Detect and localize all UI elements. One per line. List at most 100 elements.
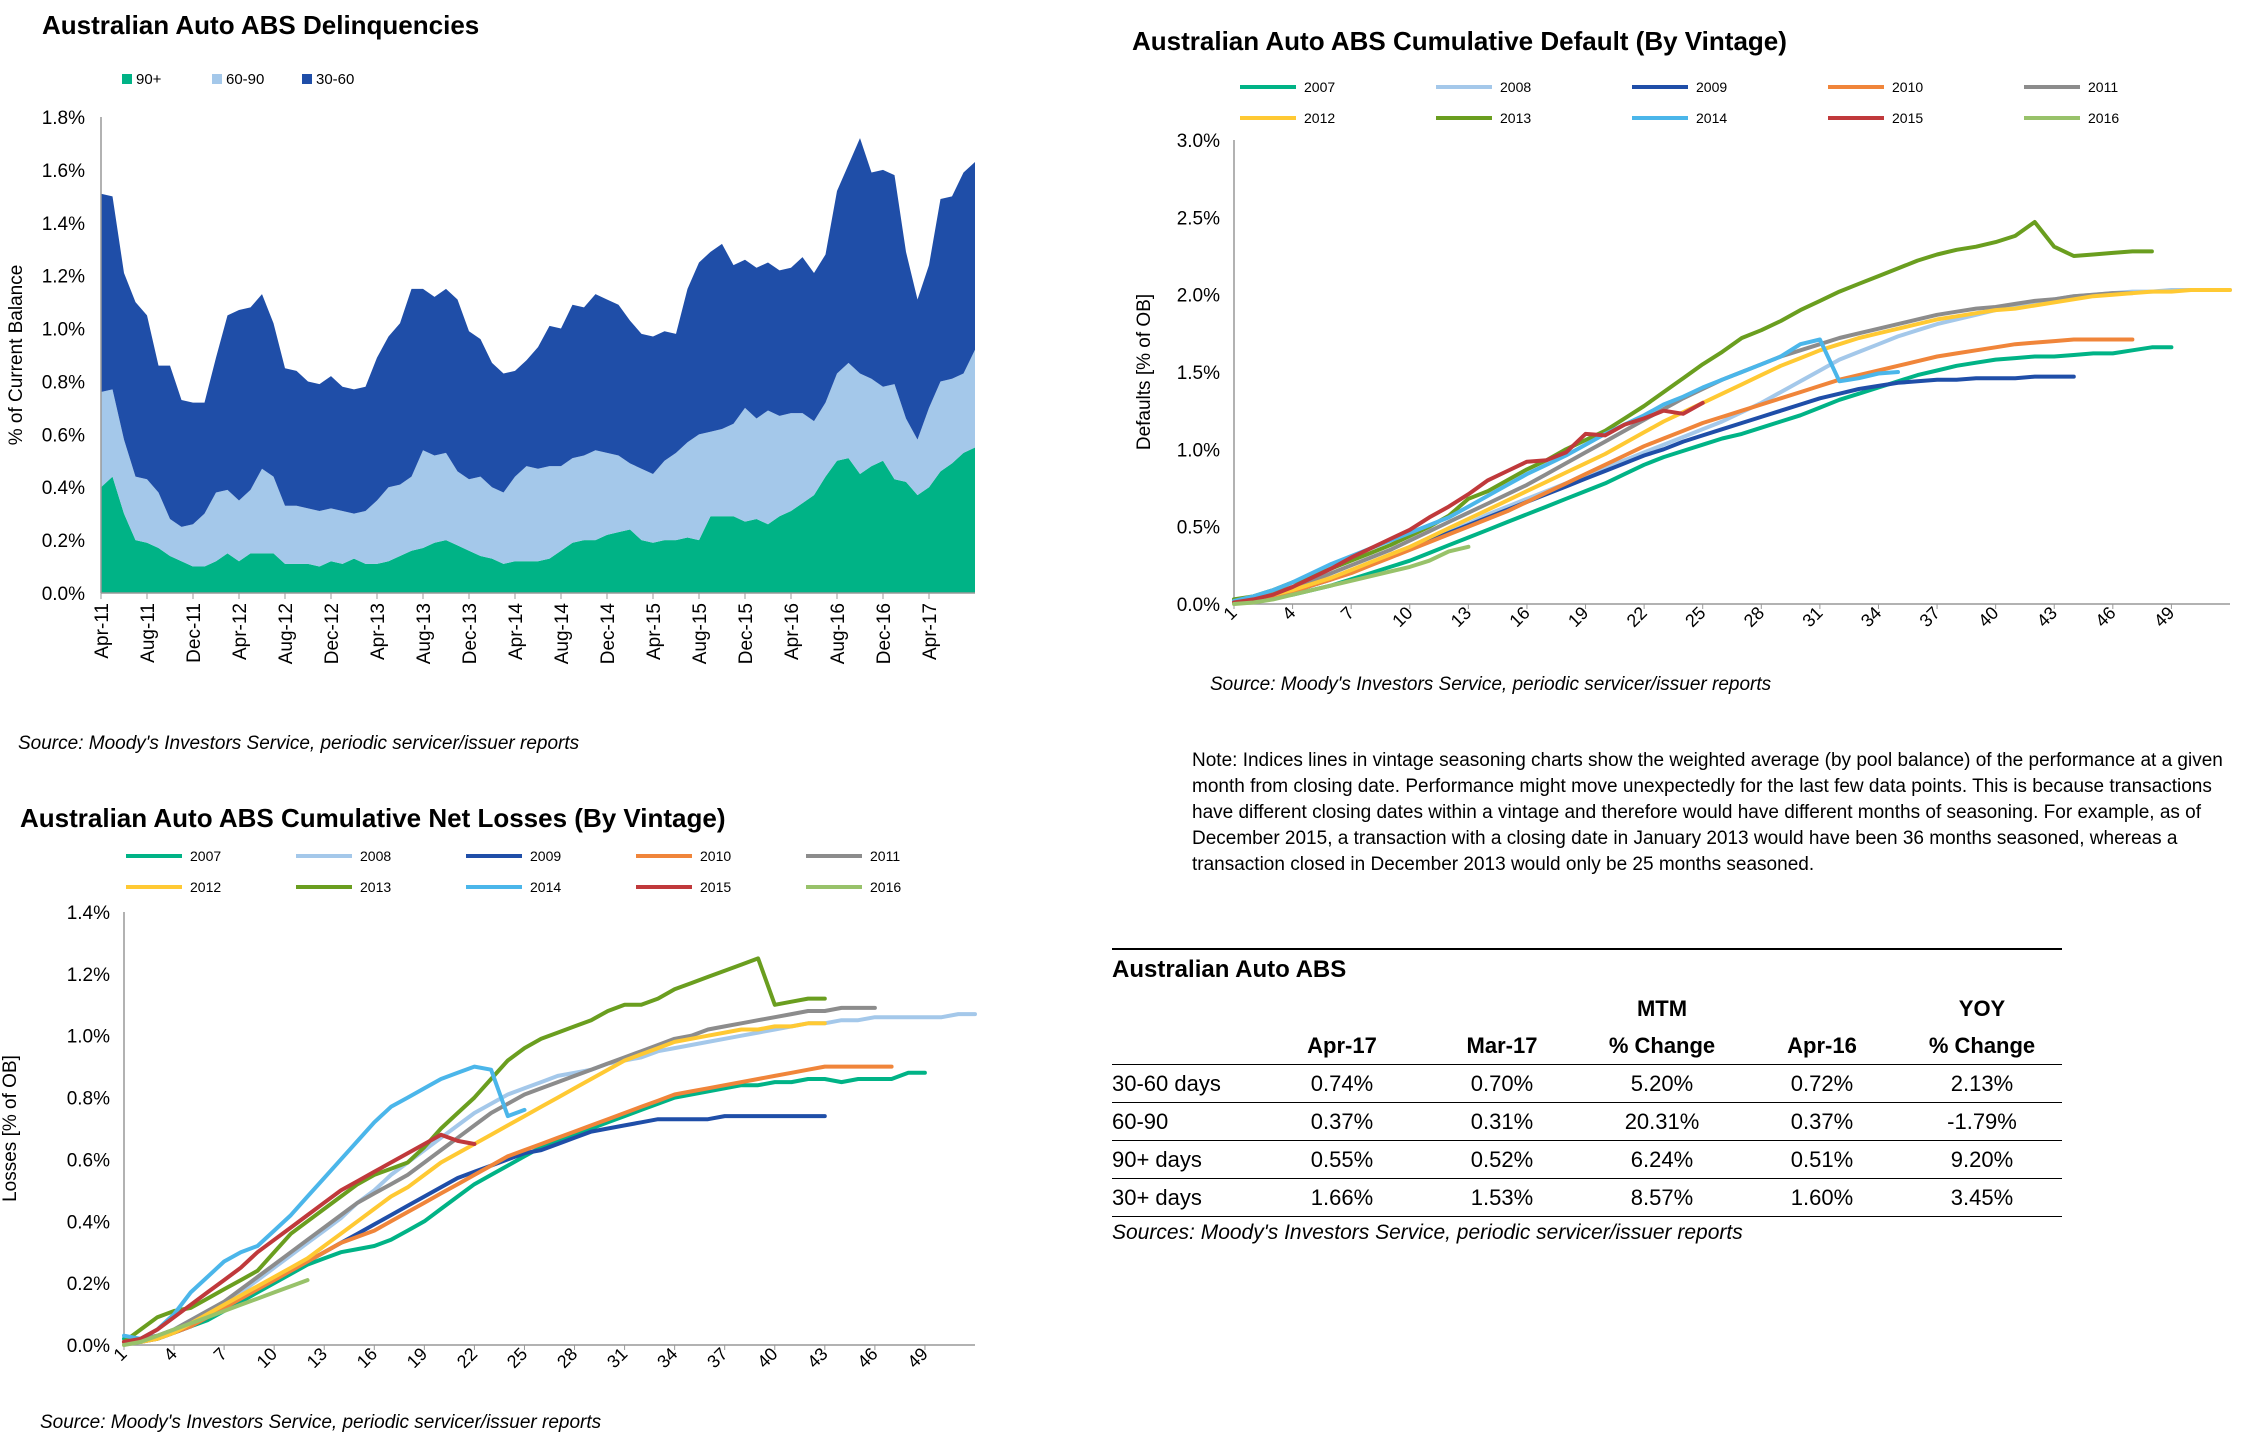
- legend-label-2009: 2009: [1696, 79, 1727, 95]
- table-cell: % Change: [1608, 1032, 1716, 1058]
- line-series-2011: [122, 1005, 877, 1344]
- legend-label-2007: 2007: [190, 848, 221, 864]
- y-tick-label: 1.0%: [1177, 440, 1220, 461]
- table-cell: 0.31%: [1470, 1108, 1534, 1134]
- losses-title: Australian Auto ABS Cumulative Net Losse…: [20, 803, 726, 833]
- y-axis-label: Defaults [% of OB]: [1134, 294, 1155, 450]
- delinquency-source: Source: Moody's Investors Service, perio…: [18, 733, 580, 754]
- y-tick-label: 2.5%: [1177, 208, 1220, 229]
- y-tick-label: 0.0%: [42, 584, 85, 605]
- row-label: 30-60 days: [1112, 1070, 1221, 1096]
- x-tick-label: 22: [453, 1344, 481, 1372]
- x-tick-label: 22: [1623, 603, 1651, 631]
- x-tick-label: Dec-15: [736, 603, 757, 664]
- legend-label-2009: 2009: [530, 848, 561, 864]
- table-row: 60-90 0.37% 0.31% 20.31% 0.37% -1.79%: [1112, 1103, 2062, 1141]
- default-title: Australian Auto ABS Cumulative Default (…: [1132, 26, 1787, 56]
- line-series-2014: [1232, 337, 1900, 603]
- delinquency-chart: 0.0% 0.2% 0.4% 0.6% 0.8% 1.0% 1.2% 1.4% 1.6% 1.8%…: [6, 71, 975, 664]
- table-cell: % Change: [1928, 1032, 2036, 1058]
- x-tick-label: 4: [160, 1344, 181, 1365]
- table-cell: 0.37%: [1790, 1108, 1854, 1134]
- x-tick-label: 37: [703, 1344, 731, 1372]
- table-cell: 6.24%: [1630, 1146, 1694, 1172]
- table-row: 30-60 days 0.74% 0.70% 5.20% 0.72% 2.13%: [1112, 1065, 2062, 1103]
- line-series-2016: [122, 1278, 310, 1347]
- table-cell: 9.20%: [1950, 1146, 2014, 1172]
- y-tick-label: 1.2%: [67, 965, 110, 986]
- x-tick-label: Aug-11: [138, 603, 159, 663]
- legend-label-2008: 2008: [360, 848, 391, 864]
- legend-label-2015: 2015: [1892, 110, 1923, 126]
- x-tick-label: 34: [1857, 603, 1885, 631]
- y-tick-label: 1.8%: [42, 108, 85, 129]
- x-tick-label: 13: [1447, 603, 1475, 631]
- legend-label-2014: 2014: [1696, 110, 1727, 126]
- x-tick-label: 25: [503, 1344, 531, 1372]
- legend-label-2007: 2007: [1304, 79, 1335, 95]
- y-tick-label: 0.0%: [67, 1336, 110, 1357]
- x-tick-label: Dec-16: [874, 603, 895, 664]
- table-cell: YOY: [1958, 995, 2006, 1021]
- x-tick-label: 16: [1505, 603, 1533, 631]
- legend-label-2010: 2010: [1892, 79, 1923, 95]
- legend-label-60-90: 60-90: [226, 71, 264, 88]
- table-cell: 0.74%: [1310, 1070, 1374, 1096]
- row-label: 60-90: [1112, 1108, 1169, 1134]
- x-tick-label: Apr-11: [92, 603, 113, 659]
- x-tick-label: 28: [1740, 603, 1768, 631]
- x-tick-label: 1: [1220, 603, 1241, 624]
- table-cell: 8.57%: [1630, 1184, 1694, 1210]
- line-series-2008: [122, 1012, 977, 1344]
- x-tick-label: Dec-13: [460, 603, 481, 664]
- line-series-2007: [1232, 345, 2174, 602]
- y-tick-label: 1.6%: [42, 161, 85, 182]
- x-tick-label: 4: [1278, 603, 1299, 624]
- x-tick-label: 43: [803, 1344, 831, 1372]
- table-cell: 1.60%: [1790, 1184, 1854, 1210]
- x-tick-label: 46: [2091, 603, 2119, 631]
- y-tick-label: 0.0%: [1177, 595, 1220, 616]
- legend-label-30-60: 30-60: [316, 71, 354, 88]
- line-series-2013: [122, 956, 827, 1344]
- table-cell: Apr-17: [1307, 1032, 1377, 1058]
- line-series-2015: [122, 1132, 477, 1344]
- legend-label-2016: 2016: [870, 879, 901, 895]
- table-cell: 0.52%: [1470, 1146, 1534, 1172]
- table-cell: 0.70%: [1470, 1070, 1534, 1096]
- y-tick-label: 3.0%: [1177, 131, 1220, 152]
- y-tick-label: 0.6%: [67, 1150, 110, 1171]
- x-tick-label: 28: [553, 1344, 581, 1372]
- legend-label-2013: 2013: [360, 879, 391, 895]
- y-tick-label: 0.4%: [42, 478, 85, 499]
- table-cell: 0.37%: [1310, 1108, 1374, 1134]
- line-series-2016: [1232, 544, 1471, 606]
- x-tick-label: 25: [1681, 603, 1709, 631]
- table-header: Apr-17 Mar-17 % Change Apr-16 % Change: [1112, 1027, 2062, 1065]
- table-cell: 5.20%: [1630, 1070, 1694, 1096]
- y-tick-label: 1.0%: [67, 1027, 110, 1048]
- x-tick-label: Apr-14: [506, 603, 527, 660]
- table-cell: Apr-16: [1787, 1032, 1857, 1058]
- y-tick-label: 1.5%: [1177, 363, 1220, 384]
- line-series-2010: [1232, 337, 2135, 603]
- line-series-2010: [122, 1064, 894, 1344]
- legend-label-2008: 2008: [1500, 79, 1531, 95]
- x-tick-label: 43: [2033, 603, 2061, 631]
- x-tick-label: 31: [1798, 603, 1826, 631]
- x-tick-label: 7: [210, 1344, 231, 1365]
- x-tick-label: Aug-13: [414, 603, 435, 664]
- x-tick-label: 1: [110, 1344, 131, 1365]
- x-tick-label: Apr-16: [782, 603, 803, 660]
- x-tick-label: 13: [303, 1344, 331, 1372]
- table-cell: 2.13%: [1950, 1070, 2014, 1096]
- row-label: [1112, 990, 1262, 1027]
- x-tick-label: 19: [403, 1344, 431, 1372]
- x-tick-label: 46: [853, 1344, 881, 1372]
- table-row: 90+ days 0.55% 0.52% 6.24% 0.51% 9.20%: [1112, 1141, 2062, 1179]
- table-cell: [1262, 990, 1422, 1027]
- summary-table-source: Sources: Moody's Investors Service, peri…: [1112, 1221, 1743, 1244]
- table-cell: 1.66%: [1310, 1184, 1374, 1210]
- legend-label-2011: 2011: [870, 848, 900, 864]
- y-tick-label: 1.0%: [42, 320, 85, 341]
